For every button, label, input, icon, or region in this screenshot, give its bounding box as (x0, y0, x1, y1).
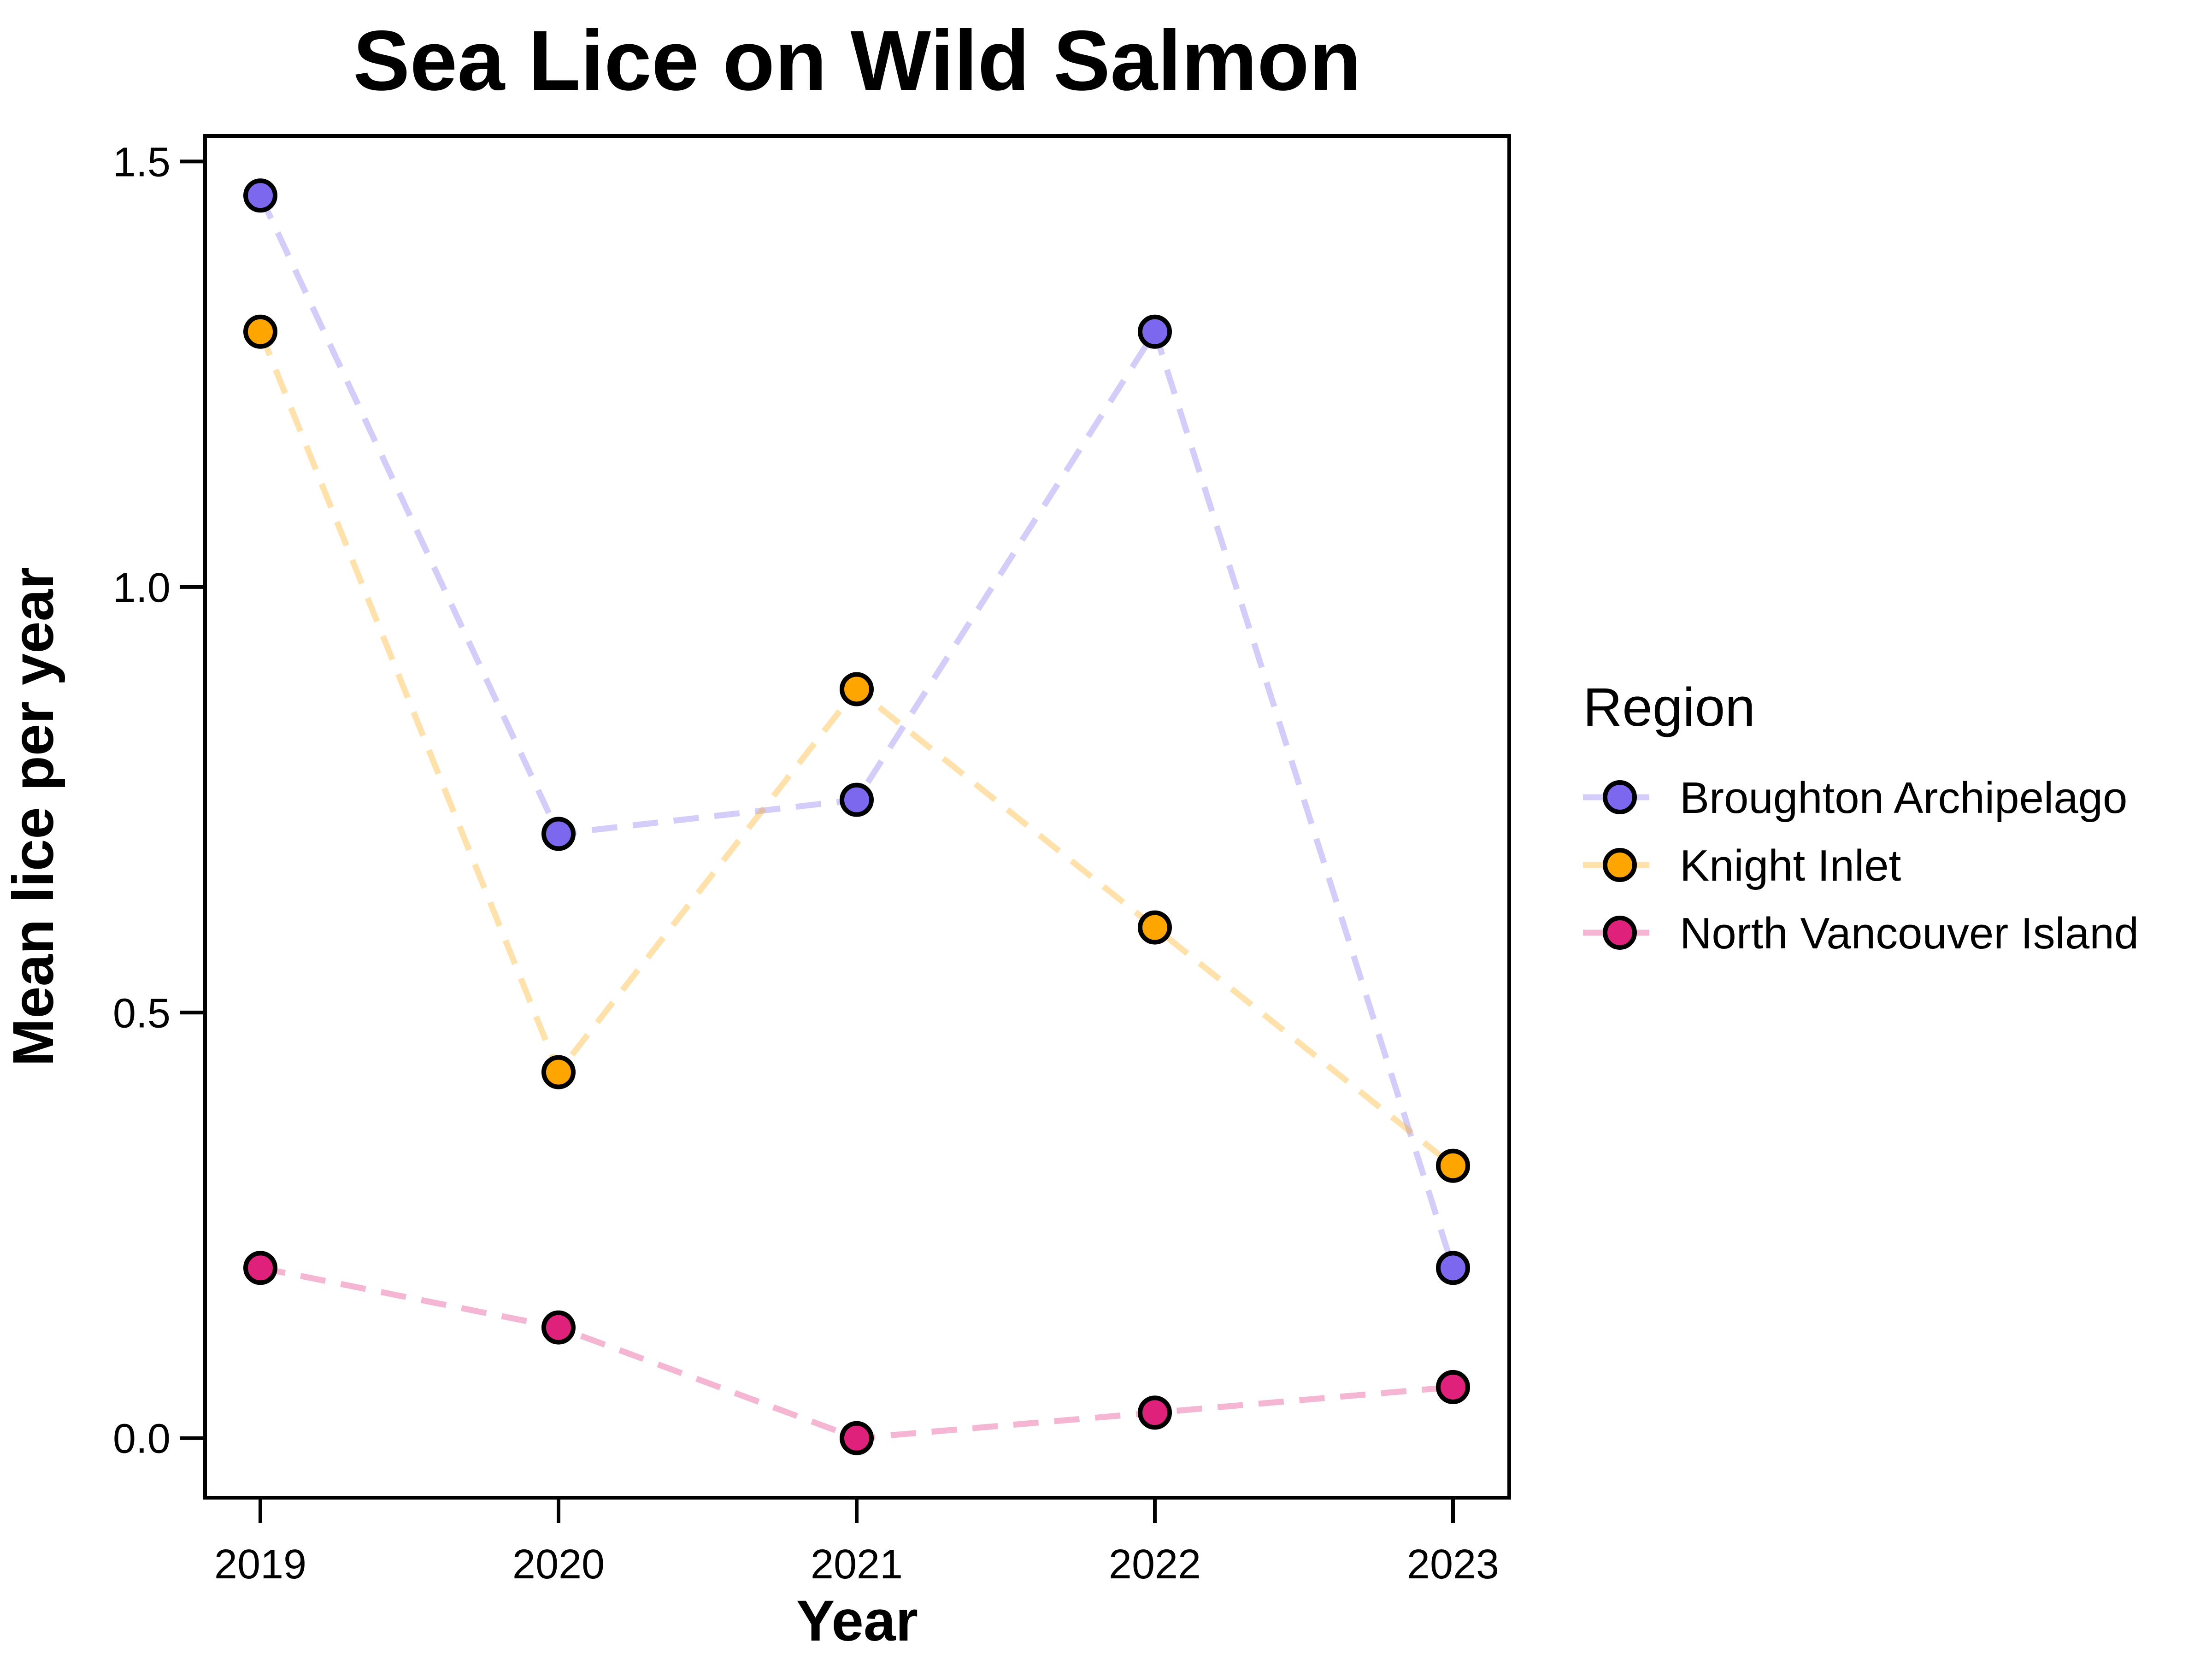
y-tick-label: 1.5 (113, 139, 171, 185)
y-tick-label: 1.0 (113, 565, 171, 611)
legend-marker (1603, 780, 1637, 814)
legend-marker (1603, 916, 1637, 950)
data-point (840, 1421, 874, 1455)
series-line (257, 330, 1455, 1168)
legend-title: Region (1583, 677, 1755, 738)
legend-label: Broughton Archipelago (1680, 773, 2127, 823)
data-point (243, 314, 277, 349)
chart-title: Sea Lice on Wild Salmon (353, 13, 1361, 108)
series-line (258, 194, 1456, 1269)
data-point (1138, 314, 1172, 349)
data-point (541, 1055, 576, 1089)
x-axis-title: Year (796, 1589, 918, 1653)
data-point (1436, 1251, 1470, 1285)
data-point (1138, 1395, 1172, 1430)
legend-label: Knight Inlet (1680, 841, 1901, 890)
y-axis: 0.0 0.5 1.0 1.5 (113, 139, 205, 1462)
x-tick-label: 2023 (1407, 1541, 1499, 1588)
data-point (243, 178, 277, 213)
x-tick-label: 2020 (512, 1541, 605, 1588)
series-points (243, 178, 1470, 1455)
data-point (1436, 1148, 1470, 1183)
data-point (243, 1251, 277, 1285)
y-tick-label: 0.5 (113, 990, 171, 1036)
x-tick-label: 2022 (1109, 1541, 1201, 1588)
data-point (840, 672, 874, 706)
data-point (541, 817, 576, 851)
x-tick-label: 2019 (214, 1541, 306, 1588)
series-line (259, 1265, 1453, 1441)
legend-marker (1603, 848, 1637, 882)
data-point (1138, 910, 1172, 945)
data-point (1436, 1370, 1470, 1404)
data-point (840, 782, 874, 817)
x-tick-label: 2021 (811, 1541, 903, 1588)
legend: Region Broughton Archipelago Knight Inlet… (1583, 677, 2139, 958)
legend-label: North Vancouver Island (1680, 909, 2139, 958)
x-axis: 2019 2020 2021 2022 2023 (214, 1498, 1499, 1588)
data-point (541, 1310, 576, 1345)
y-axis-title: Mean lice per year (1, 567, 65, 1066)
y-tick-label: 0.0 (113, 1416, 171, 1462)
